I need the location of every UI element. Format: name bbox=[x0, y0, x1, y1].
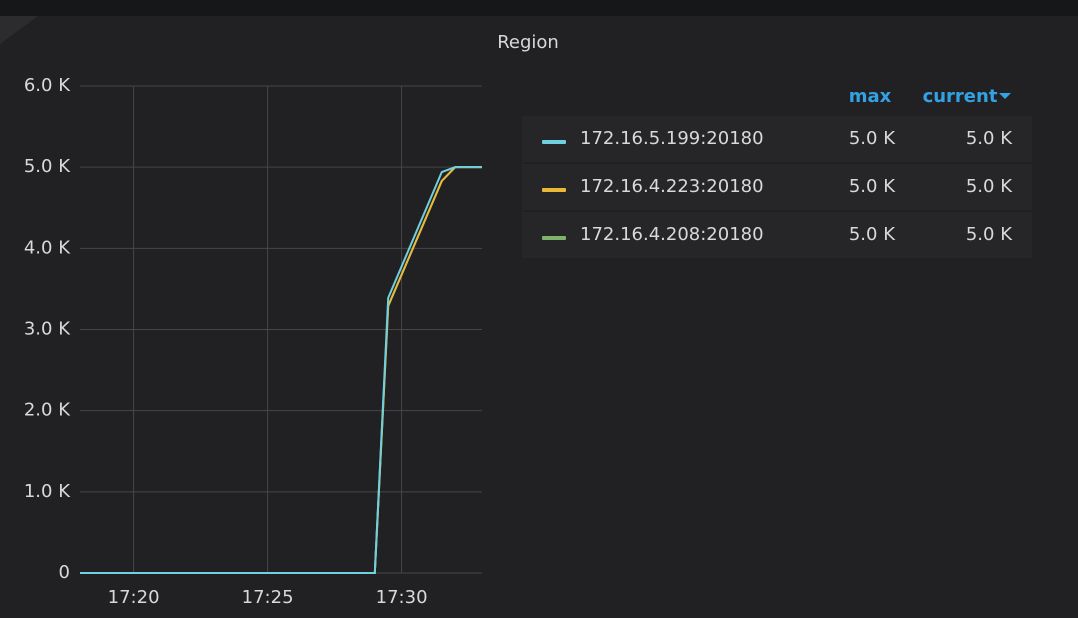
x-tick-label: 17:20 bbox=[108, 587, 160, 608]
legend-column-header: current bbox=[923, 86, 998, 107]
x-tick-label: 17:25 bbox=[242, 587, 294, 608]
y-tick-label: 0 bbox=[59, 562, 70, 583]
legend-row bbox=[522, 212, 1032, 258]
legend-swatch bbox=[542, 140, 566, 144]
legend-label: 172.16.4.223:20180 bbox=[580, 176, 764, 197]
x-tick-label: 17:30 bbox=[376, 587, 428, 608]
legend-value: 5.0 K bbox=[849, 128, 896, 149]
sort-arrow bbox=[999, 93, 1011, 99]
y-tick-label: 2.0 K bbox=[24, 400, 71, 421]
panel-title: Region bbox=[497, 32, 559, 53]
legend-row bbox=[522, 164, 1032, 210]
legend-row bbox=[522, 116, 1032, 162]
legend-value: 5.0 K bbox=[966, 224, 1013, 245]
legend-label: 172.16.5.199:20180 bbox=[580, 128, 764, 149]
series-line bbox=[80, 166, 482, 574]
info-corner[interactable] bbox=[0, 16, 38, 44]
y-tick-label: 1.0 K bbox=[24, 481, 71, 502]
legend-column-header: max bbox=[849, 86, 892, 107]
legend-swatch bbox=[542, 236, 566, 240]
y-tick-label: 3.0 K bbox=[24, 319, 71, 340]
legend-label: 172.16.4.208:20180 bbox=[580, 224, 764, 245]
y-tick-label: 5.0 K bbox=[24, 156, 71, 177]
legend-swatch bbox=[542, 188, 566, 192]
legend-value: 5.0 K bbox=[849, 224, 896, 245]
legend-value: 5.0 K bbox=[966, 128, 1013, 149]
y-tick-label: 6.0 K bbox=[24, 75, 71, 96]
legend-value: 5.0 K bbox=[966, 176, 1013, 197]
legend-value: 5.0 K bbox=[849, 176, 896, 197]
panel-background bbox=[0, 16, 1078, 618]
y-tick-label: 4.0 K bbox=[24, 237, 71, 258]
